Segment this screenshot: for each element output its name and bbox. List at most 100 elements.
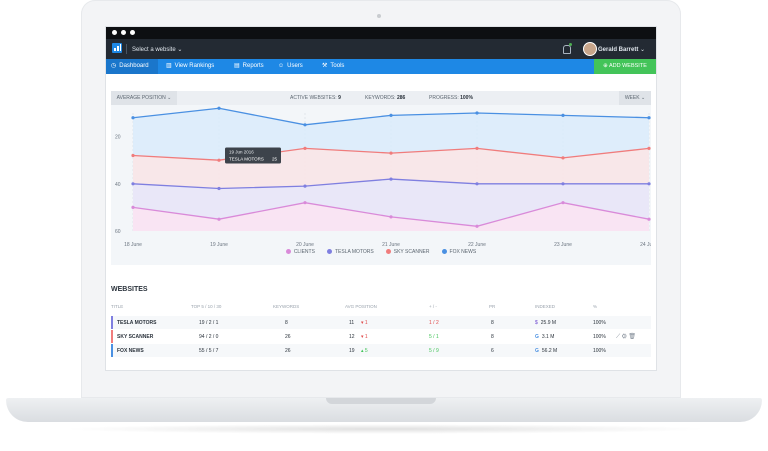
legend-label: CLIENTS [293, 249, 315, 255]
nav-view-rankings[interactable]: ▥ View Rankings [166, 59, 214, 74]
data-point[interactable] [647, 217, 651, 221]
column-header[interactable]: AVG POSITION [345, 304, 377, 309]
legend-dot [385, 249, 391, 254]
app-logo-icon[interactable] [112, 43, 122, 53]
keywords-count: 26 [285, 334, 291, 340]
table-row[interactable]: FOX NEWS 55 / 5 / 7 26 19 ▴ 5 5 / 9 6 G 56.2 M 10… [111, 344, 651, 357]
site-title[interactable]: SKY SCANNER [117, 334, 154, 340]
data-point[interactable] [561, 201, 565, 205]
data-point[interactable] [475, 224, 479, 228]
data-point[interactable] [475, 182, 479, 186]
x-tick-label: 23 June [554, 242, 572, 248]
top-positions: 19 / 2 / 1 [199, 320, 219, 326]
column-header[interactable]: INDEXED [535, 304, 556, 309]
top-positions: 55 / 5 / 7 [199, 348, 219, 354]
trash-icon[interactable]: 🗑 [628, 334, 637, 340]
window-dot[interactable] [130, 30, 135, 35]
data-point[interactable] [561, 182, 565, 186]
top-bar: Select a website ⌄ Gerald Barrett ⌄ [106, 39, 656, 59]
stat-label: ACTIVE WEBSITES: [290, 95, 337, 101]
nav-reports[interactable]: ▤ Reports [234, 59, 264, 74]
row-color-bar [111, 316, 113, 329]
data-point[interactable] [647, 116, 651, 120]
metric-label: AVERAGE POSITION [116, 95, 166, 101]
add-website-button[interactable]: ⊕ ADD WEBSITE [594, 59, 656, 74]
legend-label: FOX NEWS [449, 249, 477, 255]
data-point[interactable] [217, 158, 221, 162]
column-header[interactable]: PR [489, 304, 496, 309]
site-title[interactable]: TESLA MOTORS [117, 320, 157, 326]
bell-icon[interactable] [563, 45, 571, 54]
chart-icon: ▥ [166, 63, 172, 69]
chart-icon[interactable]: ⟋ [616, 334, 622, 340]
data-point[interactable] [131, 116, 135, 120]
data-point[interactable] [303, 184, 307, 188]
percent-value: 100% [593, 348, 606, 354]
data-point[interactable] [389, 151, 393, 155]
nav-users[interactable]: ☺ Users [278, 59, 303, 74]
table-row[interactable]: SKY SCANNER 94 / 2 / 0 26 12 ▾ 1 5 / 1 8 G 3.1 M… [111, 330, 651, 343]
y-tick-label: 60 [115, 229, 121, 235]
data-point[interactable] [303, 201, 307, 205]
legend-item[interactable]: FOX NEWS [441, 249, 477, 255]
data-point[interactable] [389, 113, 393, 117]
gear-icon[interactable]: ⚙ [621, 334, 629, 340]
data-point[interactable] [131, 153, 135, 158]
camera-dot [377, 14, 381, 18]
avatar[interactable] [583, 42, 597, 56]
period-dropdown[interactable]: WEEK ⌄ [619, 91, 651, 105]
column-header[interactable]: + / - [429, 304, 437, 309]
data-point[interactable] [389, 177, 393, 181]
users-icon: ☺ [278, 63, 285, 69]
site-title[interactable]: FOX NEWS [117, 348, 144, 354]
data-point[interactable] [475, 146, 479, 150]
data-point[interactable] [303, 123, 307, 127]
legend-dot [285, 249, 291, 254]
table-row[interactable]: TESLA MOTORS 19 / 2 / 1 8 11 ▾ 1 1 / 2 8 $25.9 … [111, 316, 651, 329]
x-tick-label: 20 June [296, 242, 314, 248]
legend-item[interactable]: CLIENTS [285, 249, 315, 255]
user-menu[interactable]: Gerald Barrett ⌄ [598, 46, 645, 53]
chart-tooltip [225, 147, 281, 164]
legend-item[interactable]: TESLA MOTORS [326, 249, 374, 255]
keywords-count: 26 [285, 348, 291, 354]
progress-stat: PROGRESS: 100% [429, 91, 473, 105]
nav-tools[interactable]: ⚒ Tools [322, 59, 344, 74]
stat-label: KEYWORDS: [365, 95, 396, 101]
data-point[interactable] [647, 146, 651, 150]
report-icon: ▤ [234, 63, 240, 69]
data-point[interactable] [217, 106, 221, 110]
window-dot[interactable] [121, 30, 126, 35]
data-point[interactable] [561, 156, 565, 160]
filter-bar: AVERAGE POSITION ⌄ ACTIVE WEBSITES: 9 KE… [111, 91, 651, 105]
data-point[interactable] [217, 217, 221, 221]
data-point[interactable] [303, 146, 307, 150]
legend-item[interactable]: SKY SCANNER [385, 249, 430, 255]
nav-dashboard[interactable]: ◷ Dashboard [106, 59, 158, 74]
data-point[interactable] [561, 113, 565, 117]
tooltip-series: TESLA MOTORS [229, 156, 264, 161]
data-point[interactable] [647, 182, 651, 186]
active-websites-stat: ACTIVE WEBSITES: 9 [290, 91, 341, 105]
data-point[interactable] [475, 111, 479, 115]
data-point[interactable] [131, 182, 135, 186]
position-chart[interactable]: 20 40 60 18 June 19 June 20 June 21 June 22 Jun… [111, 105, 656, 249]
metric-dropdown[interactable]: AVERAGE POSITION ⌄ [111, 91, 177, 105]
data-point[interactable] [217, 186, 221, 191]
divider [126, 44, 127, 54]
nav-label: View Rankings [174, 63, 215, 69]
column-header[interactable]: % [593, 304, 598, 309]
dashboard-icon: ◷ [111, 63, 117, 69]
column-header[interactable]: TITLE [111, 304, 124, 309]
data-point[interactable] [131, 205, 135, 209]
column-header[interactable]: KEYWORDS [273, 304, 300, 309]
window-dot[interactable] [112, 30, 117, 35]
column-header[interactable]: TOP 5 / 10 / 30 [191, 304, 222, 309]
keywords-stat: KEYWORDS: 286 [365, 91, 405, 105]
user-name: Gerald Barrett [598, 47, 639, 53]
data-point[interactable] [389, 215, 393, 219]
website-select[interactable]: Select a website ⌄ [132, 46, 182, 53]
main-nav: ◷ Dashboard ▥ View Rankings ▤ Reports ☺ User… [106, 59, 656, 74]
notification-dot [569, 43, 572, 46]
y-tick-label: 40 [115, 182, 121, 188]
